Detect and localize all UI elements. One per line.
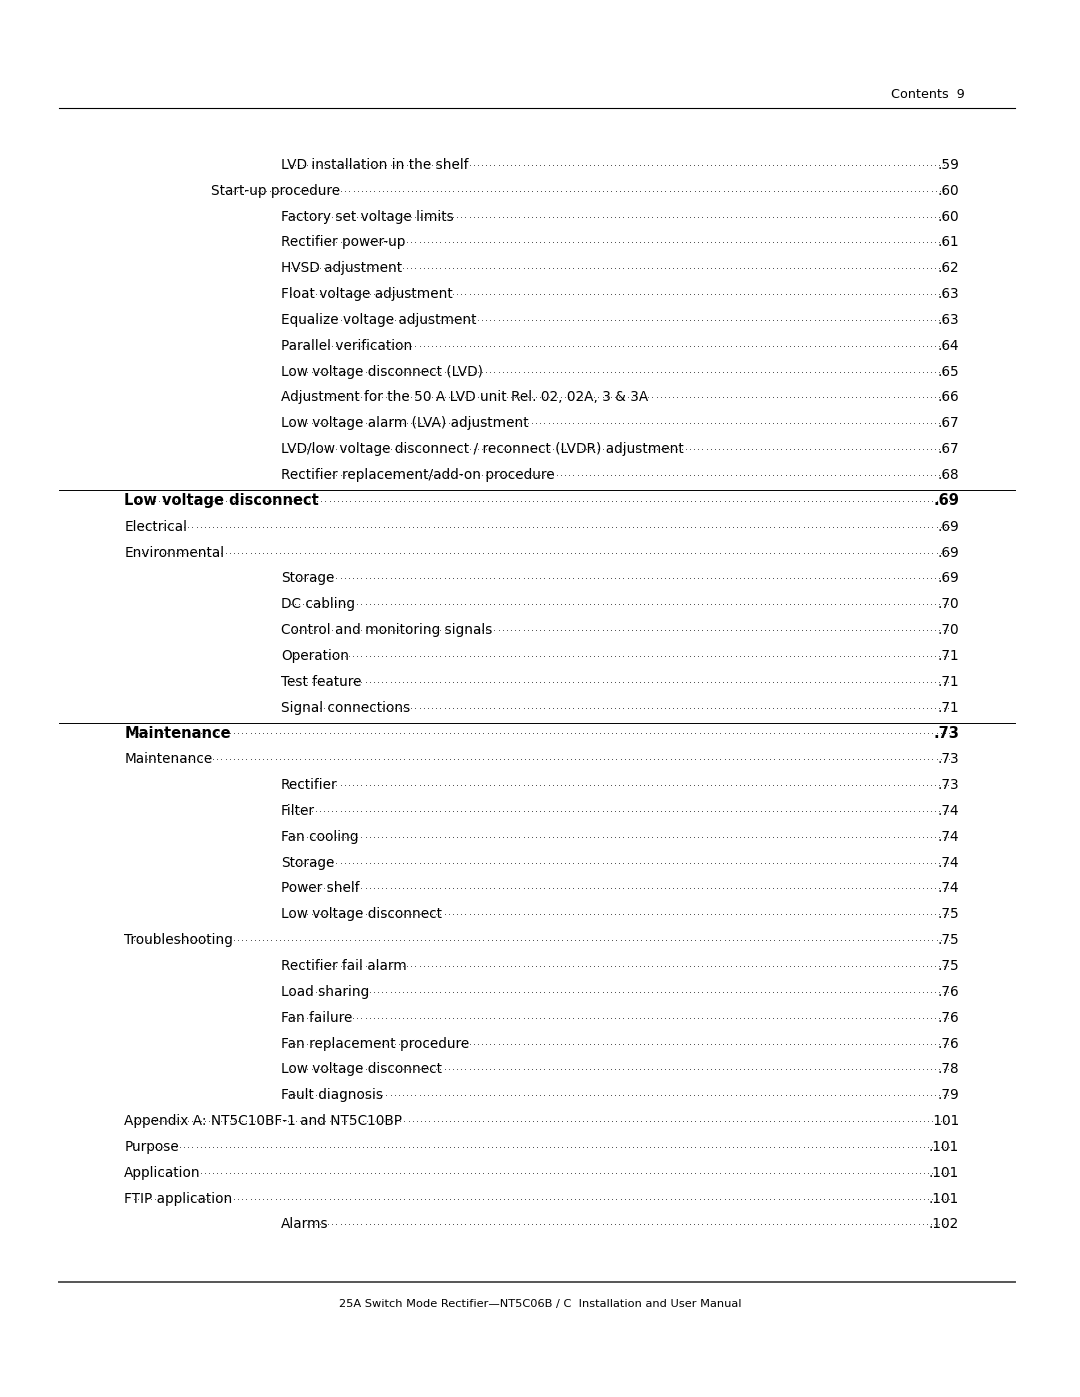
Text: .60: .60: [937, 210, 959, 224]
Text: FTIP application: FTIP application: [124, 1192, 232, 1206]
Text: LVD installation in the shelf: LVD installation in the shelf: [281, 158, 469, 172]
Text: Fan failure: Fan failure: [281, 1010, 352, 1025]
Text: .75: .75: [937, 958, 959, 974]
Text: Start-up procedure: Start-up procedure: [211, 183, 340, 198]
Text: Low voltage disconnect: Low voltage disconnect: [281, 1062, 442, 1077]
Text: .73: .73: [937, 752, 959, 767]
Text: .79: .79: [937, 1088, 959, 1102]
Text: HVSD adjustment: HVSD adjustment: [281, 261, 402, 275]
Text: .74: .74: [937, 830, 959, 844]
Text: Rectifier fail alarm: Rectifier fail alarm: [281, 958, 406, 974]
Text: .76: .76: [937, 985, 959, 999]
Text: Load sharing: Load sharing: [281, 985, 369, 999]
Text: .102: .102: [929, 1217, 959, 1232]
Text: Fault diagnosis: Fault diagnosis: [281, 1088, 382, 1102]
Text: .66: .66: [937, 390, 959, 405]
Text: Rectifier: Rectifier: [281, 778, 337, 792]
Text: .62: .62: [937, 261, 959, 275]
Text: .59: .59: [937, 158, 959, 172]
Text: .74: .74: [937, 855, 959, 870]
Text: .78: .78: [937, 1062, 959, 1077]
Text: .69: .69: [937, 545, 959, 560]
Text: Low voltage alarm (LVA) adjustment: Low voltage alarm (LVA) adjustment: [281, 416, 528, 430]
Text: .65: .65: [937, 365, 959, 379]
Text: .68: .68: [937, 468, 959, 482]
Text: Maintenance: Maintenance: [124, 752, 213, 767]
Text: .70: .70: [937, 597, 959, 612]
Text: .64: .64: [937, 338, 959, 353]
Text: .71: .71: [937, 675, 959, 689]
Text: .70: .70: [937, 623, 959, 637]
Text: .71: .71: [937, 700, 959, 715]
Text: Test feature: Test feature: [281, 675, 362, 689]
Text: .75: .75: [937, 933, 959, 947]
Text: 101: 101: [929, 1113, 959, 1129]
Text: Fan cooling: Fan cooling: [281, 830, 359, 844]
Text: .69: .69: [937, 571, 959, 585]
Text: .76: .76: [937, 1010, 959, 1025]
Text: .101: .101: [929, 1192, 959, 1206]
Text: .61: .61: [937, 235, 959, 250]
Text: Adjustment for the 50 A LVD unit Rel. 02, 02A, 3 & 3A: Adjustment for the 50 A LVD unit Rel. 02…: [281, 390, 648, 405]
Text: .101: .101: [929, 1165, 959, 1180]
Text: .60: .60: [937, 183, 959, 198]
Text: Maintenance: Maintenance: [124, 726, 231, 740]
Text: Rectifier power-up: Rectifier power-up: [281, 235, 405, 250]
Text: Electrical: Electrical: [124, 520, 187, 534]
Text: .73: .73: [937, 778, 959, 792]
Text: Filter: Filter: [281, 803, 314, 819]
Text: .69: .69: [937, 520, 959, 534]
Text: .69: .69: [933, 493, 959, 509]
Text: .74: .74: [937, 882, 959, 895]
Text: Low voltage disconnect: Low voltage disconnect: [124, 493, 319, 509]
Text: .67: .67: [937, 416, 959, 430]
Text: .73: .73: [933, 726, 959, 740]
Text: Rectifier replacement/add-on procedure: Rectifier replacement/add-on procedure: [281, 468, 554, 482]
Text: DC cabling: DC cabling: [281, 597, 355, 612]
Text: Float voltage adjustment: Float voltage adjustment: [281, 286, 453, 302]
Text: Troubleshooting: Troubleshooting: [124, 933, 233, 947]
Text: .74: .74: [937, 803, 959, 819]
Text: Storage: Storage: [281, 571, 334, 585]
Text: Factory set voltage limits: Factory set voltage limits: [281, 210, 454, 224]
Text: Signal connections: Signal connections: [281, 700, 410, 715]
Text: .67: .67: [937, 441, 959, 457]
Text: Appendix A: NT5C10BF-1 and NT5C10BP: Appendix A: NT5C10BF-1 and NT5C10BP: [124, 1113, 402, 1129]
Text: Control and monitoring signals: Control and monitoring signals: [281, 623, 492, 637]
Text: Low voltage disconnect: Low voltage disconnect: [281, 907, 442, 922]
Text: .63: .63: [937, 286, 959, 302]
Text: Purpose: Purpose: [124, 1140, 179, 1154]
Text: .101: .101: [929, 1140, 959, 1154]
Text: Application: Application: [124, 1165, 201, 1180]
Text: .75: .75: [937, 907, 959, 922]
Text: LVD/low voltage disconnect / reconnect (LVDR) adjustment: LVD/low voltage disconnect / reconnect (…: [281, 441, 684, 457]
Text: Equalize voltage adjustment: Equalize voltage adjustment: [281, 313, 476, 327]
Text: .76: .76: [937, 1037, 959, 1051]
Text: Low voltage disconnect (LVD): Low voltage disconnect (LVD): [281, 365, 483, 379]
Text: Alarms: Alarms: [281, 1217, 328, 1232]
Text: Parallel verification: Parallel verification: [281, 338, 413, 353]
Text: .71: .71: [937, 648, 959, 664]
Text: Operation: Operation: [281, 648, 349, 664]
Text: Fan replacement procedure: Fan replacement procedure: [281, 1037, 469, 1051]
Text: Storage: Storage: [281, 855, 334, 870]
Text: Environmental: Environmental: [124, 545, 225, 560]
Text: Contents  9: Contents 9: [891, 88, 964, 102]
Text: Power shelf: Power shelf: [281, 882, 360, 895]
Text: .63: .63: [937, 313, 959, 327]
Text: 25A Switch Mode Rectifier—NT5C06B / C  Installation and User Manual: 25A Switch Mode Rectifier—NT5C06B / C In…: [339, 1299, 741, 1309]
